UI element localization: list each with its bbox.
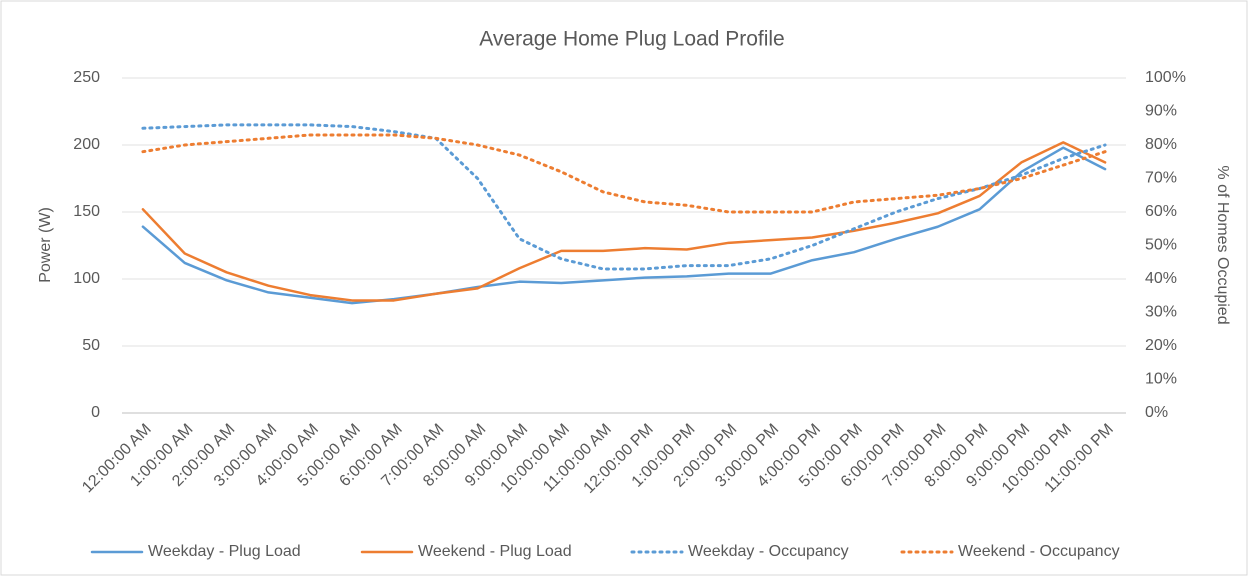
y2-tick-label: 50% (1145, 237, 1177, 254)
series-line (141, 146, 1107, 305)
y2-tick-label: 10% (1145, 371, 1177, 388)
legend-label: Weekend - Plug Load (418, 543, 572, 560)
y-tick-label: 50 (82, 337, 100, 354)
y-tick-label: 200 (73, 136, 100, 153)
y2-tick-label: 40% (1145, 270, 1177, 287)
y-tick-label: 150 (73, 203, 100, 220)
legend-label: Weekday - Occupancy (688, 543, 849, 560)
legend-label: Weekend - Occupancy (958, 543, 1120, 560)
y2-tick-label: 0% (1145, 404, 1168, 421)
y2-tick-label: 70% (1145, 170, 1177, 187)
y-tick-label: 250 (73, 69, 100, 86)
y2-tick-label: 100% (1145, 69, 1186, 86)
y-tick-label: 0 (91, 404, 100, 421)
y2-axis-label: % of Homes Occupied (1214, 165, 1231, 324)
y2-tick-label: 60% (1145, 203, 1177, 220)
chart-title: Average Home Plug Load Profile (479, 28, 784, 51)
series-line (141, 123, 1107, 271)
y2-tick-label: 20% (1145, 337, 1177, 354)
y2-tick-label: 90% (1145, 103, 1177, 120)
series-line (141, 141, 1107, 302)
y-tick-label: 100 (73, 270, 100, 287)
y-axis-label: Power (W) (37, 207, 54, 283)
series-line (141, 133, 1107, 214)
y2-tick-label: 30% (1145, 304, 1177, 321)
legend-label: Weekday - Plug Load (148, 543, 301, 560)
y2-tick-label: 80% (1145, 136, 1177, 153)
